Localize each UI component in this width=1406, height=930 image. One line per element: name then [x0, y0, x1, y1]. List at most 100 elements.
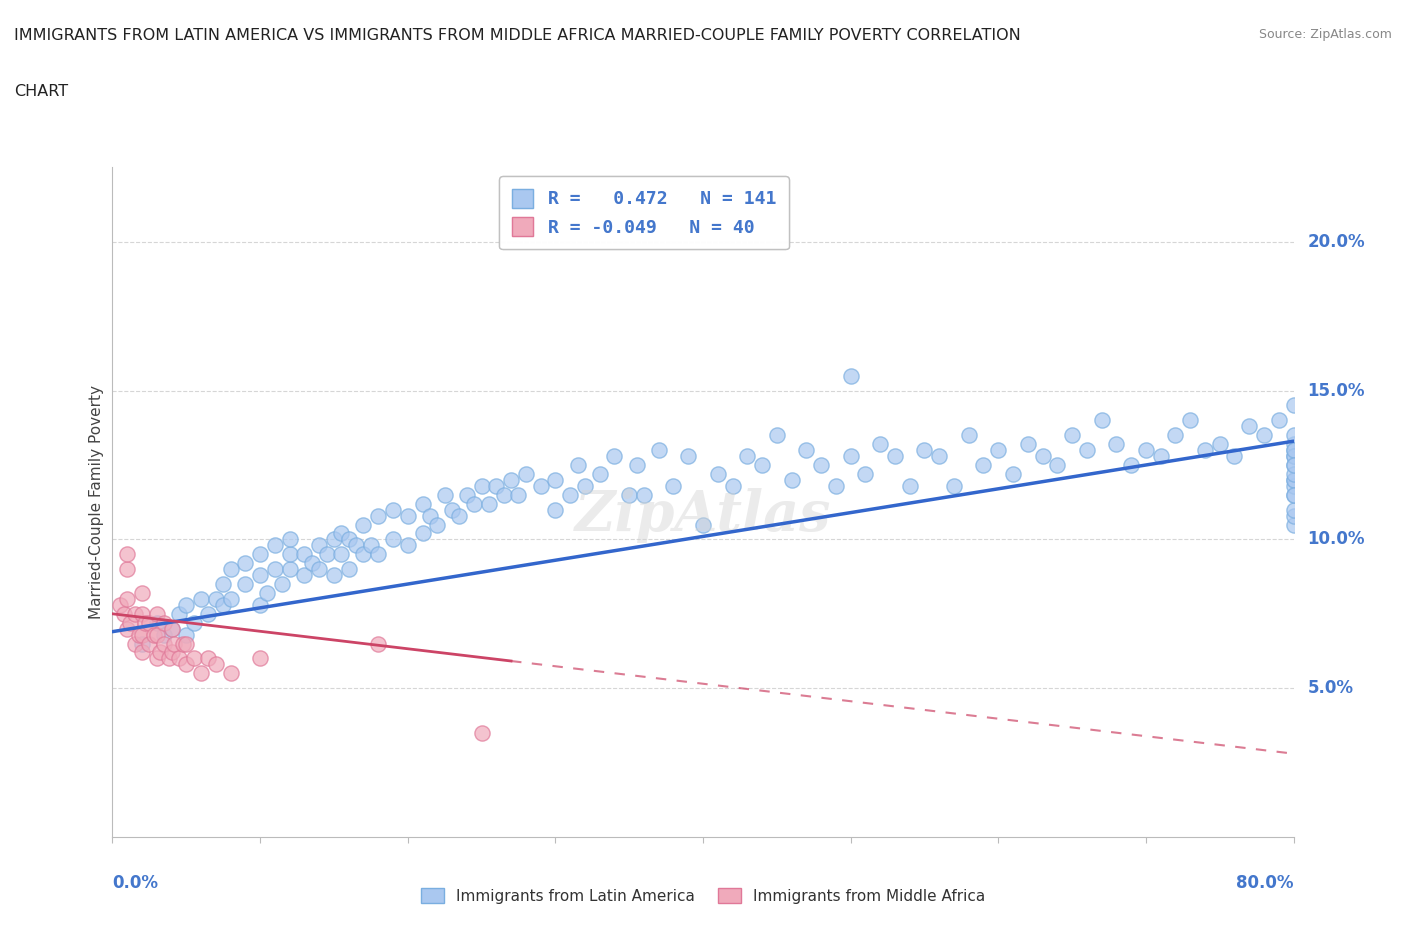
Point: [160, 645, 183, 660]
Point: [810, 458, 832, 472]
Point: [249, 651, 271, 666]
Point: [352, 547, 374, 562]
Point: [1135, 443, 1157, 458]
Point: [574, 478, 596, 493]
Point: [112, 606, 135, 621]
Point: [1046, 458, 1069, 472]
Point: [855, 467, 877, 482]
Point: [212, 597, 235, 612]
Point: [501, 472, 523, 487]
Point: [352, 517, 374, 532]
Point: [160, 621, 183, 636]
Point: [183, 616, 205, 631]
Point: [478, 497, 501, 512]
Point: [142, 627, 165, 642]
Point: [470, 725, 494, 740]
Point: [463, 497, 485, 512]
Point: [278, 562, 301, 577]
Point: [1282, 448, 1305, 463]
Text: IMMIGRANTS FROM LATIN AMERICA VS IMMIGRANTS FROM MIDDLE AFRICA MARRIED-COUPLE FA: IMMIGRANTS FROM LATIN AMERICA VS IMMIGRA…: [14, 28, 1021, 43]
Point: [264, 562, 287, 577]
Point: [256, 586, 278, 601]
Point: [330, 526, 353, 541]
Point: [367, 508, 389, 523]
Point: [172, 636, 194, 651]
Point: [131, 586, 153, 601]
Point: [128, 627, 150, 642]
Point: [1268, 413, 1291, 428]
Point: [928, 448, 950, 463]
Point: [1001, 467, 1024, 482]
Text: 15.0%: 15.0%: [1308, 381, 1365, 400]
Point: [1119, 458, 1142, 472]
Point: [780, 472, 803, 487]
Point: [544, 502, 567, 517]
Point: [197, 606, 219, 621]
Legend: R =   0.472   N = 141, R = -0.049   N = 40: R = 0.472 N = 141, R = -0.049 N = 40: [499, 177, 789, 249]
Point: [233, 577, 256, 591]
Point: [558, 487, 582, 502]
Point: [212, 577, 235, 591]
Point: [360, 538, 382, 552]
Point: [678, 448, 700, 463]
Point: [219, 666, 242, 681]
Point: [1223, 448, 1246, 463]
Point: [131, 606, 153, 621]
Point: [1164, 428, 1187, 443]
Point: [1282, 508, 1305, 523]
Point: [839, 368, 862, 383]
Point: [662, 478, 685, 493]
Point: [153, 636, 176, 651]
Point: [1091, 413, 1114, 428]
Point: [1194, 443, 1216, 458]
Point: [1282, 443, 1305, 458]
Point: [869, 437, 891, 452]
Point: [367, 636, 389, 651]
Point: [330, 547, 353, 562]
Point: [233, 556, 256, 571]
Point: [146, 651, 169, 666]
Point: [382, 502, 405, 517]
Point: [633, 487, 655, 502]
Point: [167, 606, 190, 621]
Point: [278, 532, 301, 547]
Point: [1282, 517, 1305, 532]
Point: [1150, 448, 1173, 463]
Point: [271, 577, 294, 591]
Point: [117, 621, 138, 636]
Point: [419, 508, 441, 523]
Text: 0.0%: 0.0%: [112, 874, 159, 892]
Point: [219, 591, 242, 606]
Point: [1282, 437, 1305, 452]
Point: [426, 517, 449, 532]
Point: [315, 547, 337, 562]
Point: [153, 616, 176, 631]
Text: Source: ZipAtlas.com: Source: ZipAtlas.com: [1258, 28, 1392, 41]
Point: [183, 651, 205, 666]
Text: ZipAtlas: ZipAtlas: [575, 488, 831, 543]
Point: [323, 532, 346, 547]
Point: [1282, 467, 1305, 482]
Point: [1282, 502, 1305, 517]
Point: [603, 448, 626, 463]
Point: [411, 497, 433, 512]
Point: [1282, 428, 1305, 443]
Text: 20.0%: 20.0%: [1308, 232, 1365, 251]
Point: [973, 458, 995, 472]
Point: [174, 597, 197, 612]
Point: [396, 508, 419, 523]
Point: [138, 636, 160, 651]
Point: [1282, 472, 1305, 487]
Text: CHART: CHART: [14, 84, 67, 99]
Text: 10.0%: 10.0%: [1308, 530, 1365, 549]
Point: [508, 487, 530, 502]
Point: [567, 458, 589, 472]
Point: [1105, 437, 1128, 452]
Point: [492, 487, 515, 502]
Point: [839, 448, 862, 463]
Point: [1282, 472, 1305, 487]
Point: [987, 443, 1010, 458]
Point: [174, 657, 197, 671]
Point: [692, 517, 714, 532]
Point: [163, 636, 186, 651]
